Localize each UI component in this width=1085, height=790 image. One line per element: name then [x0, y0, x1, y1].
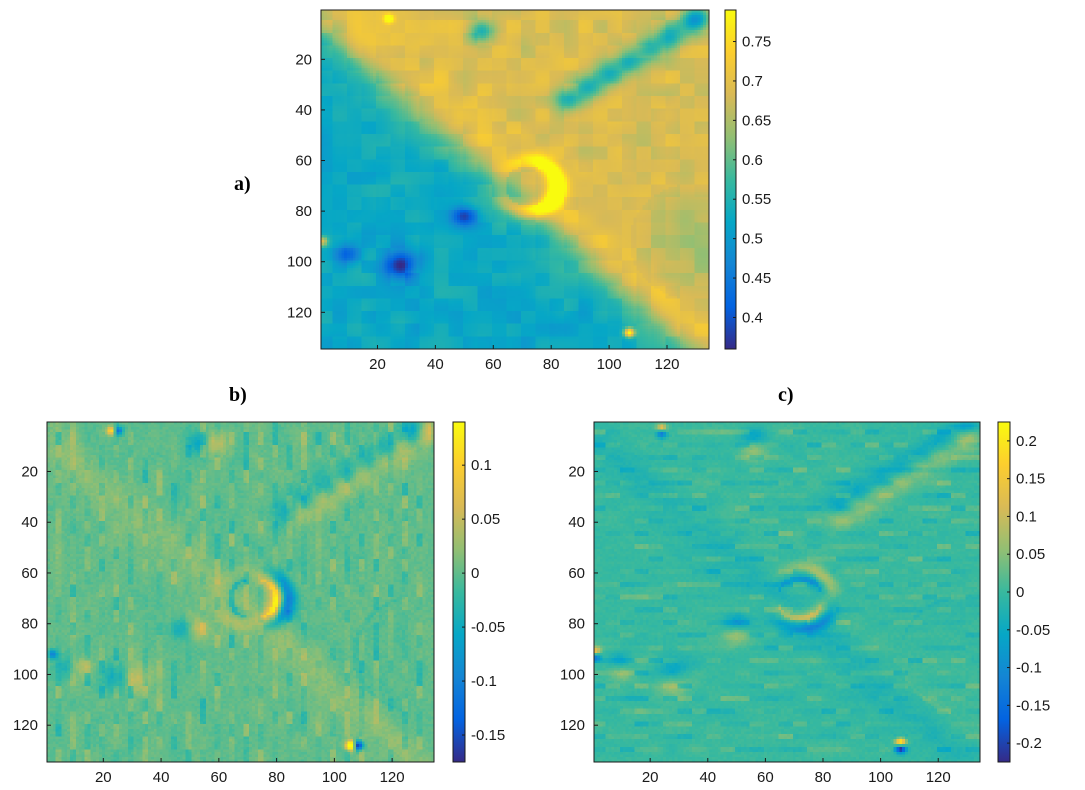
panel-b-ytick-label: 80 [21, 616, 38, 633]
panel-c: 20 40 60 80 100 120 20 40 60 80 100 120 -0.2 -0.15 -0.… [560, 421, 1050, 786]
panel-b-ytick-label: 120 [13, 717, 38, 734]
panel-a-xtick-label: 100 [597, 356, 622, 373]
panel-c-xtick-label: 40 [699, 769, 716, 786]
panel-c-xtick-label: 60 [757, 769, 774, 786]
panel-b-heatmap-image [47, 422, 434, 762]
panel-a-label: a) [234, 173, 251, 195]
panel-c-ytick-label: 20 [568, 463, 585, 480]
panel-a-ytick-label: 60 [295, 153, 312, 170]
panel-c-colorbar-tick-label: 0.05 [1016, 546, 1045, 563]
panel-a-ytick-label: 100 [287, 254, 312, 271]
panel-a-colorbar-tick-label: 0.6 [742, 152, 763, 169]
panel-b-colorbar-tick-label: -0.05 [471, 619, 505, 636]
panel-b-ytick-label: 20 [21, 463, 38, 480]
panel-a-heatmap-image [321, 10, 709, 349]
panel-a-xtick-label: 80 [543, 356, 560, 373]
panel-b-colorbar-tick-label: 0.1 [471, 457, 492, 474]
panel-b-ytick-label: 40 [21, 514, 38, 531]
panel-a-ytick-label: 80 [295, 203, 312, 220]
panel-c-xtick-label: 80 [815, 769, 832, 786]
panel-b-xtick-label: 40 [153, 769, 170, 786]
panel-c-xtick-label: 100 [868, 769, 893, 786]
panel-c-axes-frame [593, 421, 981, 763]
panel-b-xtick-label: 20 [95, 769, 112, 786]
panel-b-xtick-label: 60 [210, 769, 227, 786]
panel-c-colorbar-tick-label: 0 [1016, 584, 1024, 601]
panel-a: 20 40 60 80 100 120 20 40 60 80 100 120 0.4 0.45 0.5 0.… [287, 9, 771, 373]
panel-a-ytick-label: 40 [295, 102, 312, 119]
panel-b-xtick-label: 120 [380, 769, 405, 786]
panel-a-colorbar-tick-label: 0.65 [742, 112, 771, 129]
panel-c-ytick-label: 60 [568, 565, 585, 582]
panel-a-colorbar-tick-label: 0.55 [742, 191, 771, 208]
panel-c-heatmap-image [594, 422, 980, 762]
panel-a-colorbar-tick-label: 0.75 [742, 34, 771, 51]
panel-a-colorbar-tick-label: 0.4 [742, 309, 763, 326]
panel-a-colorbar-tick-label: 0.45 [742, 270, 771, 287]
panel-b-colorbar [452, 421, 466, 763]
panel-c-colorbar-tick-label: 0.2 [1016, 433, 1037, 450]
panel-a-xtick-label: 60 [485, 356, 502, 373]
panel-c-ytick-label: 40 [568, 514, 585, 531]
panel-b-xtick-label: 100 [322, 769, 347, 786]
panel-c-colorbar-tick-label: -0.15 [1016, 697, 1050, 714]
panel-b-colorbar-tick-label: 0 [471, 565, 479, 582]
panel-c-colorbar-tick-label: -0.1 [1016, 660, 1042, 677]
panel-a-xtick-label: 40 [427, 356, 444, 373]
panel-b-axes-frame [46, 421, 435, 763]
panel-c-ytick-label: 80 [568, 616, 585, 633]
panel-b-ytick-label: 60 [21, 565, 38, 582]
panel-c-colorbar-tick-label: -0.05 [1016, 622, 1050, 639]
panel-c-xtick-label: 120 [926, 769, 951, 786]
panel-b-xtick-label: 80 [268, 769, 285, 786]
panel-b-label: b) [229, 384, 247, 406]
panel-b-colorbar-tick-label: 0.05 [471, 511, 500, 528]
panel-a-colorbar [724, 9, 737, 350]
panel-b: 20 40 60 80 100 120 20 40 60 80 100 120 -0.15 -0.1 -0.… [13, 421, 505, 786]
panel-a-xtick-label: 120 [654, 356, 679, 373]
panel-a-colorbar-tick-label: 0.5 [742, 231, 763, 248]
panel-b-ytick-label: 100 [13, 666, 38, 683]
panel-a-axes-frame [320, 9, 710, 350]
panel-c-colorbar-tick-label: -0.2 [1016, 735, 1042, 752]
panel-c-ytick-label: 100 [560, 666, 585, 683]
panel-a-xtick-label: 20 [369, 356, 386, 373]
panel-a-ytick-label: 120 [287, 304, 312, 321]
panel-b-colorbar-tick-label: -0.15 [471, 727, 505, 744]
panel-c-ytick-label: 120 [560, 717, 585, 734]
panel-c-colorbar-tick-label: 0.15 [1016, 471, 1045, 488]
panel-c-label: c) [778, 384, 794, 406]
panel-b-colorbar-tick-label: -0.1 [471, 673, 497, 690]
panel-a-colorbar-tick-label: 0.7 [742, 73, 763, 90]
panel-a-ytick-label: 20 [295, 51, 312, 68]
panel-c-colorbar-tick-label: 0.1 [1016, 508, 1037, 525]
panel-c-xtick-label: 20 [642, 769, 659, 786]
